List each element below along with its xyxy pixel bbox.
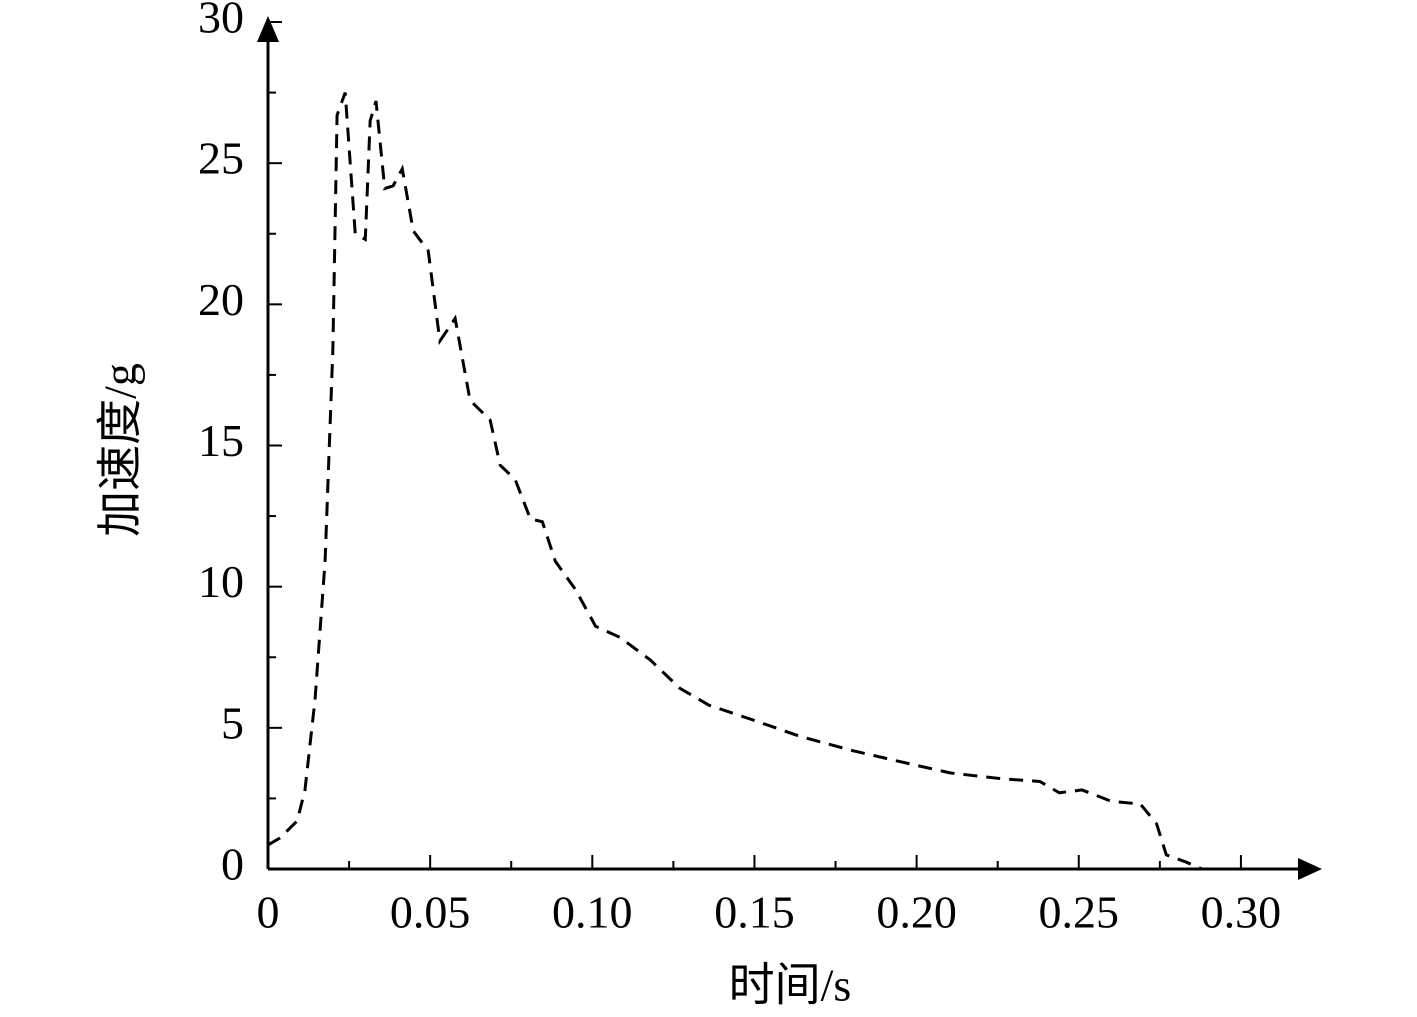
x-tick-label: 0.20 — [876, 887, 957, 938]
x-tick-label: 0.15 — [714, 887, 795, 938]
y-tick-label: 15 — [198, 415, 244, 466]
x-axis-arrow — [1298, 858, 1322, 880]
y-tick-label: 0 — [221, 839, 244, 890]
x-tick-label: 0.10 — [552, 887, 633, 938]
y-tick-label: 30 — [198, 0, 244, 43]
y-tick-label: 25 — [198, 133, 244, 184]
x-tick-label: 0.30 — [1201, 887, 1282, 938]
y-tick-label: 5 — [221, 697, 244, 748]
data-line — [267, 92, 1203, 871]
y-axis-arrow — [257, 16, 279, 42]
x-tick-label: 0 — [257, 887, 280, 938]
y-axis-label: 加速度/g — [95, 363, 146, 537]
x-tick-label: 0.25 — [1039, 887, 1120, 938]
y-tick-label: 20 — [198, 274, 244, 325]
x-tick-label: 0.05 — [390, 887, 471, 938]
y-tick-label: 10 — [198, 556, 244, 607]
x-axis-label: 时间/s — [729, 960, 852, 1011]
